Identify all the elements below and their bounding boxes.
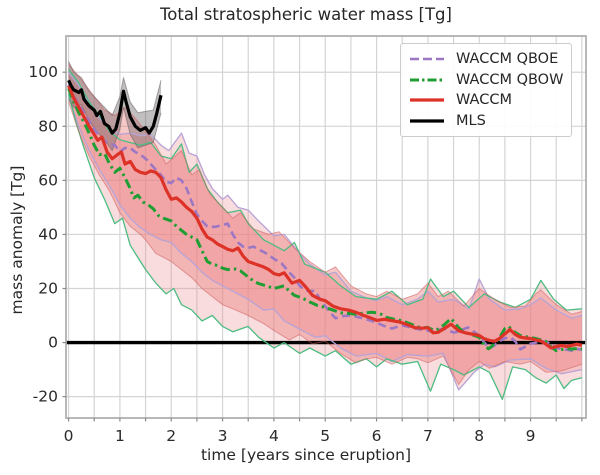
series-line-mls — [67, 79, 163, 135]
plot-border — [65, 35, 587, 419]
legend-line-sample — [410, 119, 444, 123]
waccm-spread-fill — [68, 64, 582, 385]
legend-item-waccm-qboe: WACCM QBOE — [408, 52, 567, 67]
legend-label: WACCM QBOW — [456, 71, 564, 88]
chart-title: Total stratospheric water mass [Tg] — [160, 5, 452, 24]
x-tick-label: 1 — [115, 427, 125, 445]
legend-label: MLS — [456, 112, 486, 129]
x-tick-label: 7 — [423, 427, 433, 445]
legend-line-sample — [410, 98, 444, 102]
series-line-waccm-qboe — [67, 83, 583, 353]
series-line-waccm — [67, 85, 583, 350]
waccm-qboe-spread-fill — [68, 72, 582, 390]
legend-label: WACCM QBOE — [456, 51, 559, 67]
legend-line-sample — [410, 78, 444, 82]
legend-item-mls: MLS — [408, 112, 567, 129]
y-tick-label: 40 — [38, 225, 58, 243]
x-tick-label: 6 — [372, 427, 382, 445]
waccm-qbow-spread-lower-edge — [67, 93, 583, 400]
x-tick-label: 9 — [526, 427, 536, 445]
legend-label: WACCM — [456, 92, 512, 108]
x-tick-label: 4 — [269, 427, 279, 445]
waccm-qbow-spread-fill — [68, 69, 582, 400]
waccm-spread-lower-edge — [68, 101, 583, 385]
waccm-qboe-spread-lower-edge — [67, 96, 583, 391]
mls-uncertainty-lower-edge — [68, 99, 162, 152]
series-line-waccm-qbow — [67, 87, 583, 353]
x-tick-label: 5 — [320, 427, 330, 445]
legend-item-waccm-qbow: WACCM QBOW — [408, 71, 567, 88]
x-tick-label: 2 — [166, 427, 176, 445]
legend: WACCM QBOE WACCM QBOW WACCM MLS — [400, 43, 572, 137]
waccm-spread-upper-edge — [68, 63, 583, 315]
mls-uncertainty-upper-edge — [68, 61, 162, 116]
y-tick-label: 60 — [38, 171, 58, 189]
legend-item-waccm: WACCM — [408, 93, 567, 108]
x-tick-label: 3 — [218, 427, 228, 445]
y-tick-label: -20 — [33, 388, 58, 406]
legend-line-sample — [410, 57, 444, 61]
y-tick-label: 0 — [48, 334, 58, 352]
y-tick-label: 100 — [28, 63, 58, 81]
waccm-qbow-spread-upper-edge — [68, 69, 582, 311]
x-tick-label: 0 — [64, 427, 74, 445]
y-axis-label: mass anomaly [Tg] — [8, 165, 26, 315]
y-tick-label: 20 — [38, 280, 58, 298]
y-tick-label: 80 — [38, 117, 58, 135]
x-axis-label: time [years since eruption] — [200, 446, 412, 464]
x-tick-label: 8 — [474, 427, 484, 445]
